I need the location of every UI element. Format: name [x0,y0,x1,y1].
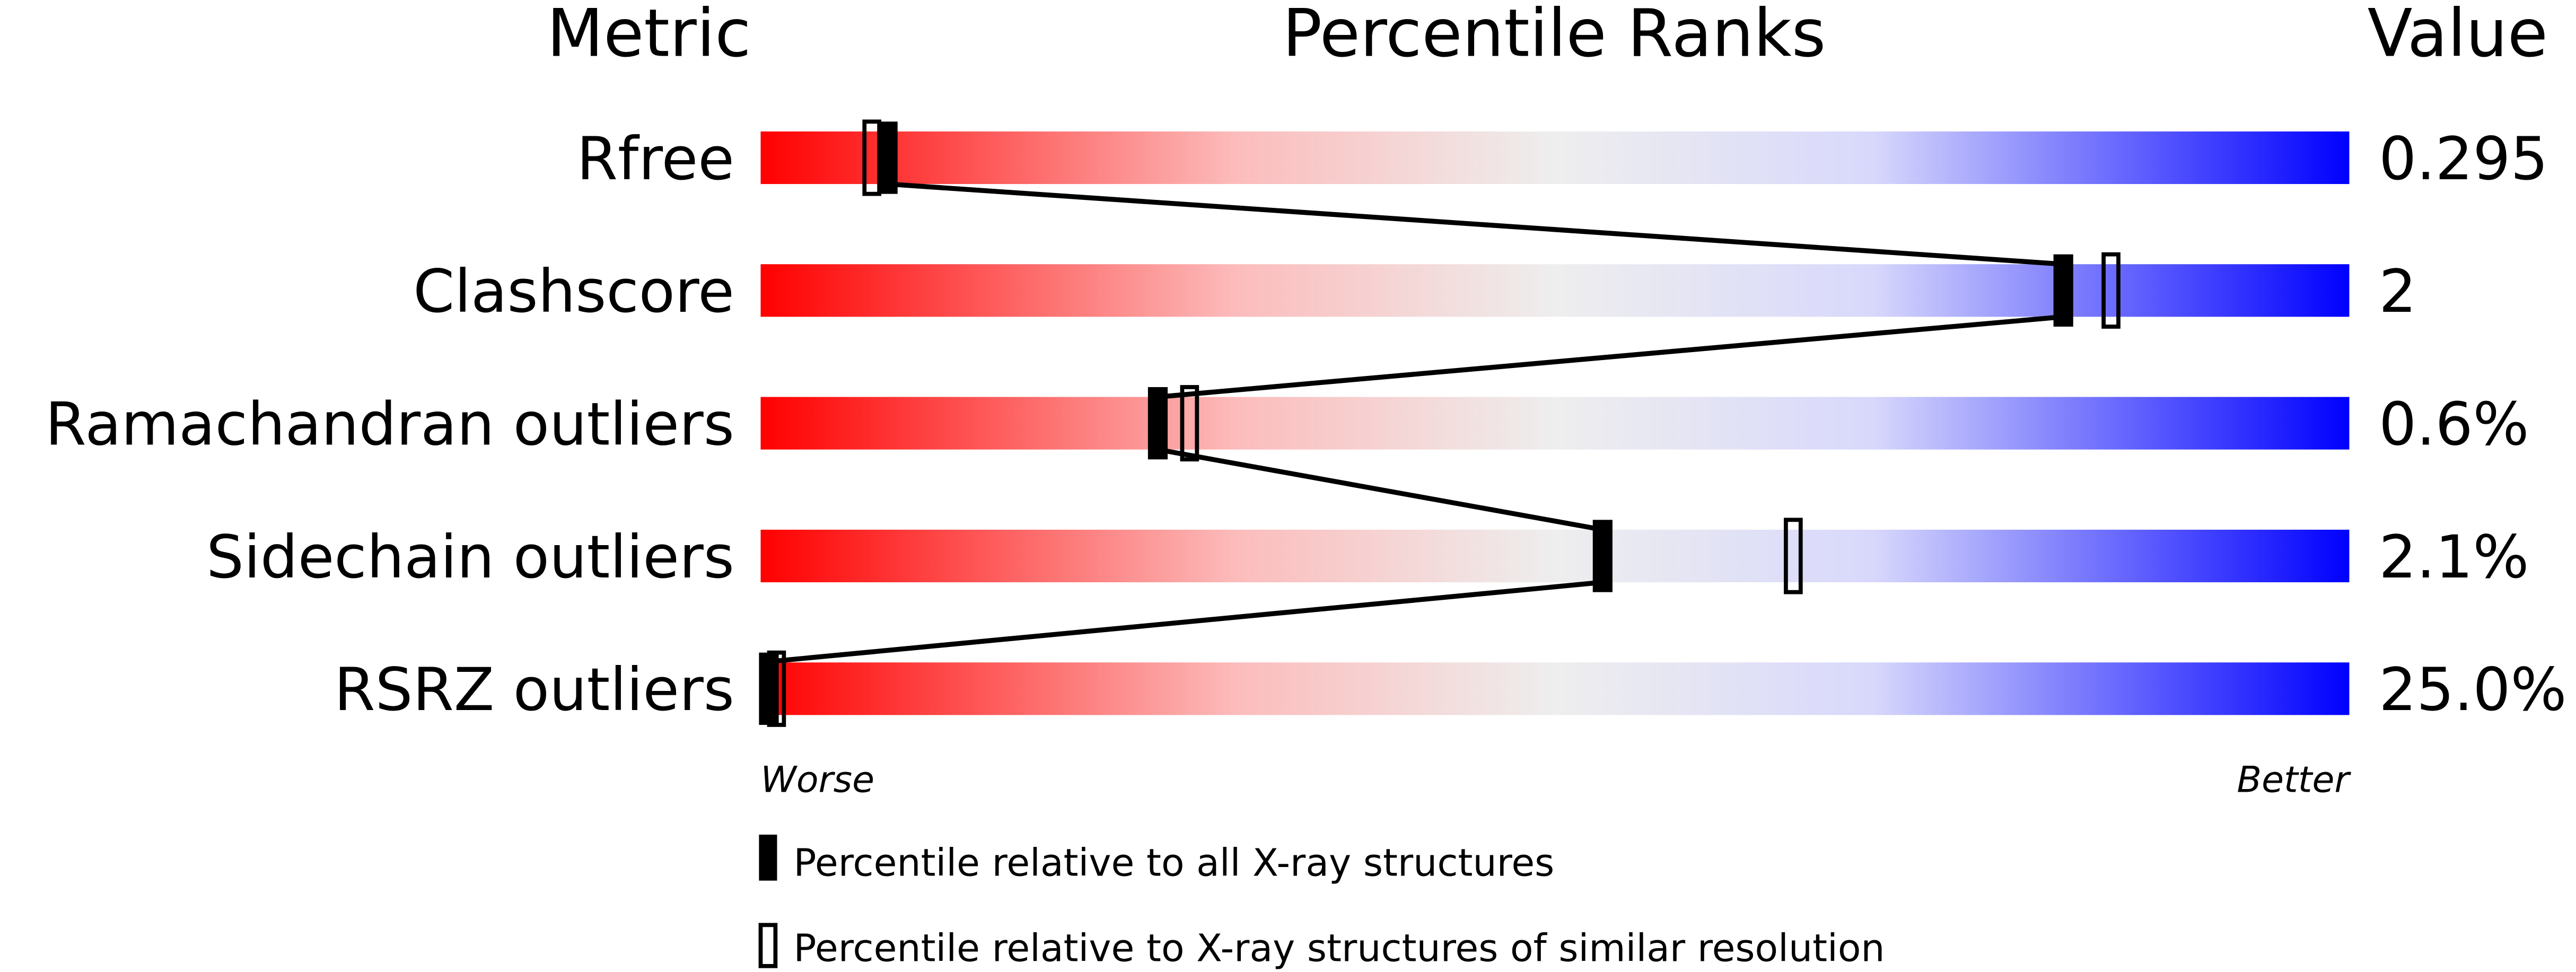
header-value: Value [2368,0,2548,72]
connector-line [1158,314,2064,400]
metric-value: 0.6% [2379,390,2529,459]
percentile-bar [760,131,2350,185]
header-percentile-ranks: Percentile Ranks [1282,0,1826,72]
marker-similar-resolution [1784,518,1803,594]
metric-label: Rfree [577,125,734,194]
metric-value: 2.1% [2379,523,2529,592]
metric-label: Ramachandran outliers [45,390,734,459]
marker-all-structures [1592,520,1613,592]
percentile-bar [760,662,2350,715]
marker-all-structures [759,652,779,725]
marker-all-structures [2053,254,2073,327]
metric-label: Clashscore [413,257,734,326]
legend-label-all: Percentile relative to all X-ray structu… [793,840,1554,885]
marker-all-structures [878,121,898,194]
metric-value: 25.0% [2379,655,2566,724]
marker-all-structures [1147,387,1168,460]
connector-line [760,580,1603,665]
connector-line [1157,447,1604,532]
percentile-bar [760,264,2350,317]
percentile-bar [760,529,2350,583]
marker-similar-resolution [1180,385,1199,462]
connector-line [887,181,2064,267]
legend-label-similar: Percentile relative to X-ray structures … [793,926,1885,970]
metric-label: RSRZ outliers [334,655,734,724]
axis-label-better: Better [2237,759,2351,801]
marker-similar-resolution [2101,252,2121,329]
percentile-bar [760,397,2350,450]
header-metric: Metric [547,0,751,72]
metric-value: 0.295 [2379,125,2548,194]
legend-filled-marker [759,834,777,881]
metric-value: 2 [2379,257,2416,326]
legend-open-marker [758,923,778,968]
axis-label-worse: Worse [760,759,874,801]
metric-label: Sidechain outliers [206,523,734,592]
